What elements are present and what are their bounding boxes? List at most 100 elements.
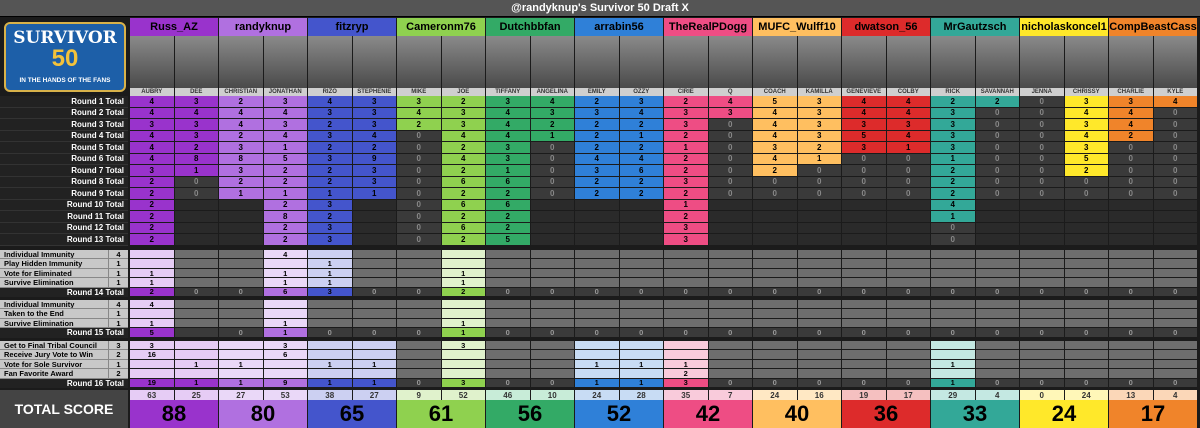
round-score: 2 xyxy=(931,188,975,199)
team-total: 17 xyxy=(1109,400,1197,428)
score-rule-label: Vote for Eliminated xyxy=(0,268,108,279)
round-score: 2 xyxy=(931,165,975,176)
bonus-score xyxy=(174,341,218,350)
bonus-score xyxy=(397,318,441,328)
round-total-score: 0 xyxy=(842,328,886,337)
bonus-score xyxy=(486,359,530,369)
player-total: 24 xyxy=(753,390,797,400)
team-name: Russ_AZ xyxy=(130,18,218,36)
round-score: 2 xyxy=(664,188,708,199)
round-score xyxy=(219,211,263,222)
round-score: 2 xyxy=(263,176,307,187)
player-name: AUBRY xyxy=(130,88,174,96)
bonus-score xyxy=(308,369,352,378)
bonus-score xyxy=(619,309,663,318)
round-score: 0 xyxy=(1064,188,1108,199)
round-score: 4 xyxy=(441,153,485,164)
player-total: 24 xyxy=(1064,390,1108,400)
bonus-score xyxy=(530,259,574,268)
round-score: 6 xyxy=(486,199,530,210)
round-total-score: 0 xyxy=(708,328,752,337)
bonus-score xyxy=(530,369,574,378)
bonus-score xyxy=(753,259,797,268)
round-label: Round 10 Total xyxy=(0,199,128,211)
round-score: 3 xyxy=(352,165,396,176)
bonus-score xyxy=(1064,300,1108,309)
round-score xyxy=(174,199,218,210)
bonus-score xyxy=(753,318,797,328)
round-total-score: 0 xyxy=(975,378,1019,387)
round-score xyxy=(708,222,752,233)
bonus-score: 1 xyxy=(352,359,396,369)
round-score: 4 xyxy=(130,107,174,118)
round-score: 4 xyxy=(486,130,530,141)
round-score: 2 xyxy=(174,142,218,153)
bonus-score: 1 xyxy=(263,318,307,328)
player-name: MIKE xyxy=(397,88,441,96)
bonus-score xyxy=(1153,309,1197,318)
round-score xyxy=(975,222,1019,233)
bonus-score xyxy=(1064,309,1108,318)
round-score: 0 xyxy=(708,119,752,130)
round-score xyxy=(1064,234,1108,245)
round-score: 3 xyxy=(797,130,841,141)
bonus-score xyxy=(308,300,352,309)
round-total-label: Round 16 Total xyxy=(0,378,128,388)
round-score: 4 xyxy=(263,107,307,118)
bonus-score xyxy=(352,268,396,278)
bonus-score xyxy=(886,369,930,378)
bonus-score: 1 xyxy=(441,268,485,278)
player-photo xyxy=(708,36,752,88)
bonus-score xyxy=(174,268,218,278)
round-total-score: 0 xyxy=(397,287,441,296)
bonus-score xyxy=(619,278,663,287)
bonus-score xyxy=(530,350,574,359)
round-score: 2 xyxy=(575,188,619,199)
round-score: 0 xyxy=(931,222,975,233)
round-score: 0 xyxy=(1109,188,1153,199)
player-total: 28 xyxy=(619,390,663,400)
round-score: 3 xyxy=(842,142,886,153)
round-score: 4 xyxy=(263,130,307,141)
score-rule-label: Survive Elimination xyxy=(0,318,108,329)
bonus-score xyxy=(708,369,752,378)
player-photo xyxy=(664,36,708,88)
round-total-score: 2 xyxy=(441,287,485,296)
round-score: 1 xyxy=(219,188,263,199)
round-score xyxy=(886,222,930,233)
bonus-score: 6 xyxy=(263,350,307,359)
round-score: 3 xyxy=(575,107,619,118)
round-score: 4 xyxy=(130,130,174,141)
bonus-score xyxy=(664,300,708,309)
round-score: 4 xyxy=(174,107,218,118)
bonus-score xyxy=(886,300,930,309)
round-total-score: 0 xyxy=(931,287,975,296)
round-score: 0 xyxy=(797,188,841,199)
team-total: 56 xyxy=(486,400,574,428)
round-score: 1 xyxy=(664,199,708,210)
round-score: 2 xyxy=(664,130,708,141)
round-score xyxy=(352,234,396,245)
bonus-score xyxy=(352,259,396,268)
round-score: 8 xyxy=(219,153,263,164)
round-score: 0 xyxy=(530,153,574,164)
round-total-score: 0 xyxy=(886,378,930,387)
team-name: fitzryp xyxy=(308,18,396,36)
round-score xyxy=(219,234,263,245)
bonus-score xyxy=(219,300,263,309)
round-total-score: 0 xyxy=(797,378,841,387)
round-score: 2 xyxy=(530,119,574,130)
round-score xyxy=(797,234,841,245)
bonus-score xyxy=(530,309,574,318)
round-score: 3 xyxy=(352,96,396,107)
bonus-score xyxy=(753,369,797,378)
round-total-score: 0 xyxy=(575,287,619,296)
bonus-score xyxy=(619,259,663,268)
team-total: 80 xyxy=(219,400,307,428)
round-score: 3 xyxy=(308,153,352,164)
round-score: 0 xyxy=(397,130,441,141)
round-total-score: 0 xyxy=(1153,287,1197,296)
bonus-score xyxy=(219,350,263,359)
bonus-score xyxy=(575,268,619,278)
round-score: 2 xyxy=(975,96,1019,107)
